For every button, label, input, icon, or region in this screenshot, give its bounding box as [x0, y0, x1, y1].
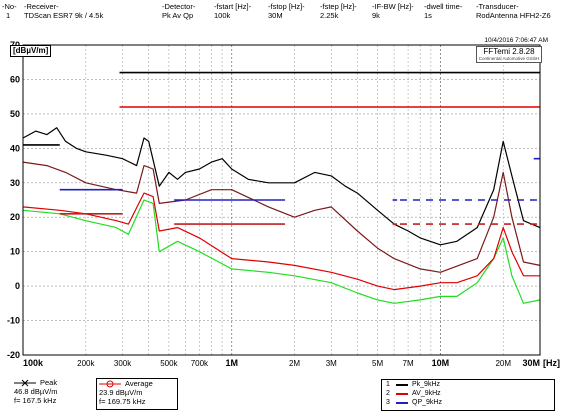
y-tick-label: 0 — [15, 281, 20, 291]
peak-marker-value: 46.8 dBµV/m — [14, 387, 58, 396]
x-tick-label: 700k — [191, 359, 209, 368]
y-tick-label: 30 — [10, 178, 20, 188]
x-tick-label: 5M — [372, 359, 383, 368]
average-marker-box: Average 23.9 dBµV/m f= 169.75 kHz — [96, 378, 178, 410]
x-tick-label: 1M — [225, 358, 238, 368]
x-tick-label: 500k — [160, 359, 178, 368]
header-col-no: -No- 1 — [2, 2, 17, 20]
peak-marker-box: Peak 46.8 dBµV/m f= 167.5 kHz — [12, 378, 90, 409]
header-col-ifbw: -IF-BW [Hz]- 9k — [372, 2, 414, 20]
header-col-dwell: -dwell time- 1s — [424, 2, 463, 20]
average-marker-value: 23.9 dBµV/m — [99, 388, 143, 397]
legend-num-3: 3 — [386, 399, 390, 407]
x-tick-label: 2M — [289, 359, 300, 368]
trace-legend: 1 Pk_9kHz 2 AV_9kHz 3 QP_9kHz — [381, 379, 555, 411]
legend-name-3: QP_9kHz — [412, 399, 442, 407]
x-tick-label: 300k — [114, 359, 132, 368]
legend-item-3: 3 QP_9kHz — [382, 398, 554, 407]
software-logo: FFTemi 2.8.28 Continental Automotive Gmb… — [476, 46, 542, 63]
legend-swatch-2 — [396, 393, 408, 396]
software-company: Continental Automotive GmbH — [478, 56, 540, 61]
y-tick-label: 60 — [10, 74, 20, 84]
peak-marker-name: Peak — [40, 378, 58, 387]
legend-name-2: AV_9kHz — [412, 390, 441, 398]
x-tick-label: 100k — [23, 358, 44, 368]
measurement-header: -No- 1 -Receiver- TDScan ESR7 9k / 4.5k -D… — [0, 0, 561, 36]
legend-num-2: 2 — [386, 390, 390, 398]
x-tick-label: 10M — [432, 358, 450, 368]
peak-marker-freq: f= 167.5 kHz — [14, 396, 57, 405]
header-col-detector: -Detector- Pk Av Qp — [162, 2, 196, 20]
legend-name-1: Pk_9kHz — [412, 381, 441, 388]
series-line-trace-3 — [22, 161, 541, 273]
x-tick-label: 200k — [77, 359, 95, 368]
x-axis-unit-label: [Hz] — [543, 358, 560, 368]
header-col-transducer: -Transducer- RodAntenna HFH2-Z6 — [476, 2, 551, 20]
legend-num-1: 1 — [386, 381, 390, 388]
x-tick-label: 3M — [326, 359, 337, 368]
y-tick-label: 40 — [10, 143, 20, 153]
software-name: FFTemi 2.8.28 — [483, 47, 535, 56]
series-line-AV_9kHz — [22, 192, 540, 291]
average-marker-icon — [99, 380, 121, 388]
peak-marker-icon — [14, 379, 36, 387]
header-col-fstop: -fstop [Hz]- 30M — [268, 2, 305, 20]
header-col-fstep: -fstep [Hz]- 2.25k — [320, 2, 357, 20]
legend-swatch-3 — [396, 402, 408, 405]
y-tick-label: -20 — [7, 350, 20, 360]
y-tick-label: 20 — [10, 212, 20, 222]
legend-item-2: 2 AV_9kHz — [382, 389, 554, 398]
series-line-trace-4 — [22, 199, 541, 304]
y-tick-label: 10 — [10, 247, 20, 257]
y-tick-label: -10 — [7, 316, 20, 326]
x-tick-label: 30M — [522, 358, 540, 368]
average-marker-freq: f= 169.75 kHz — [99, 397, 146, 406]
x-tick-label: 7M — [403, 359, 414, 368]
legend-item-1: 1 Pk_9kHz — [382, 380, 554, 389]
y-tick-label: 50 — [10, 109, 20, 119]
y-axis-unit-label: [dBµV/m] — [10, 45, 52, 57]
series-line-Pk_9kHz — [22, 127, 541, 246]
average-marker-name: Average — [125, 379, 153, 388]
legend-swatch-1 — [396, 384, 408, 386]
timestamp: 10/4/2016 7:06:47 AM — [484, 37, 548, 44]
header-col-fstart: -fstart [Hz]- 100k — [214, 2, 252, 20]
x-tick-label: 20M — [495, 359, 511, 368]
plot-frame — [22, 44, 541, 356]
header-col-receiver: -Receiver- TDScan ESR7 9k / 4.5k — [24, 2, 104, 20]
